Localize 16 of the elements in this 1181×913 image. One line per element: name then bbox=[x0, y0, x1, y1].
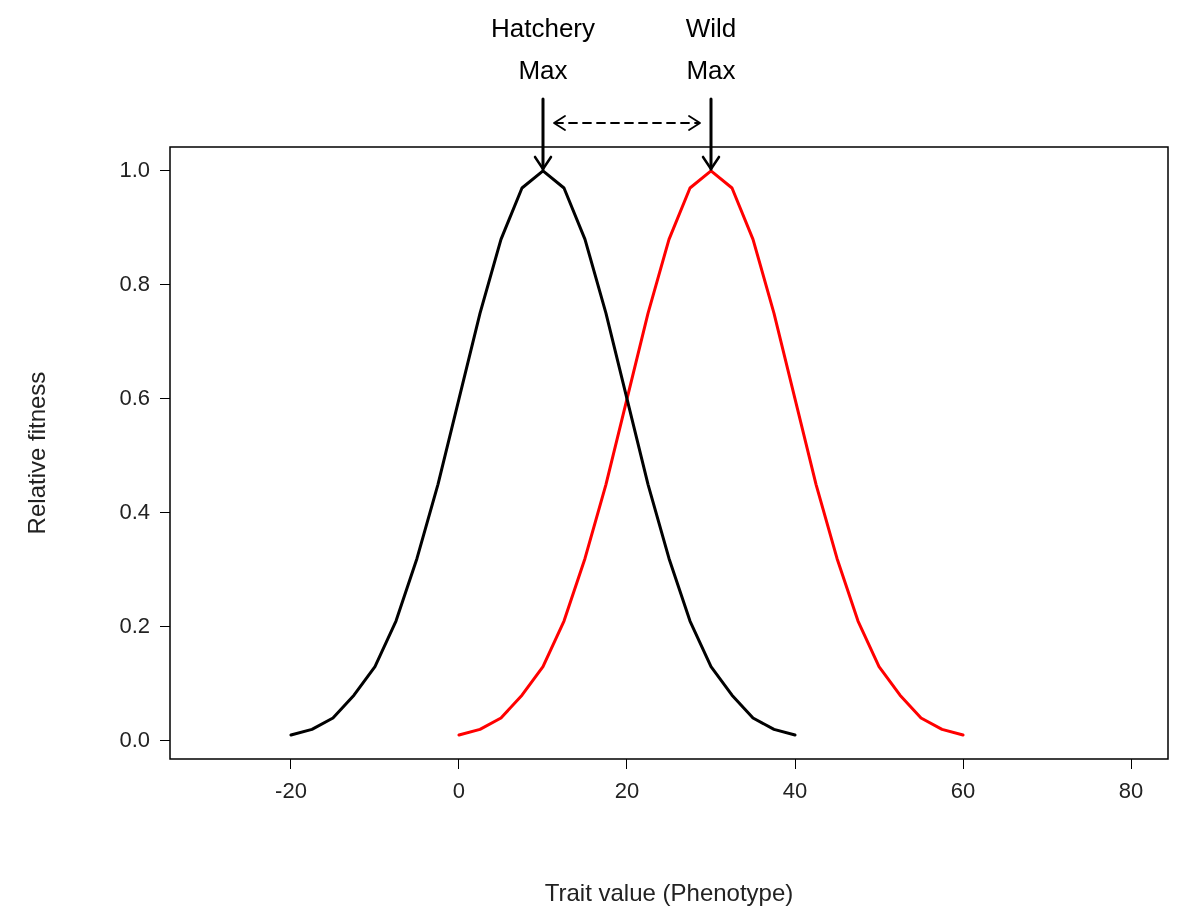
x-tick-label: 40 bbox=[782, 778, 808, 804]
x-tick-label: -20 bbox=[275, 778, 307, 804]
x-tick-label: 60 bbox=[950, 778, 976, 804]
y-tick-label: 0.2 bbox=[119, 612, 150, 638]
x-tick-label: 80 bbox=[1118, 778, 1144, 804]
y-axis-title: Relative fitness bbox=[23, 371, 51, 535]
annotation: Wild Max bbox=[685, 12, 737, 87]
y-tick-label: 0.8 bbox=[119, 270, 150, 296]
annotation: Hatchery Max bbox=[490, 12, 596, 87]
x-tick-label: 0 bbox=[452, 778, 466, 804]
y-tick-label: 0.4 bbox=[119, 498, 150, 524]
y-tick-label: 0.6 bbox=[119, 384, 150, 410]
x-tick-label: 20 bbox=[614, 778, 640, 804]
x-axis-title: Trait value (Phenotype) bbox=[544, 879, 794, 907]
y-tick-label: 0.0 bbox=[119, 726, 150, 752]
y-tick-label: 1.0 bbox=[119, 157, 150, 182]
